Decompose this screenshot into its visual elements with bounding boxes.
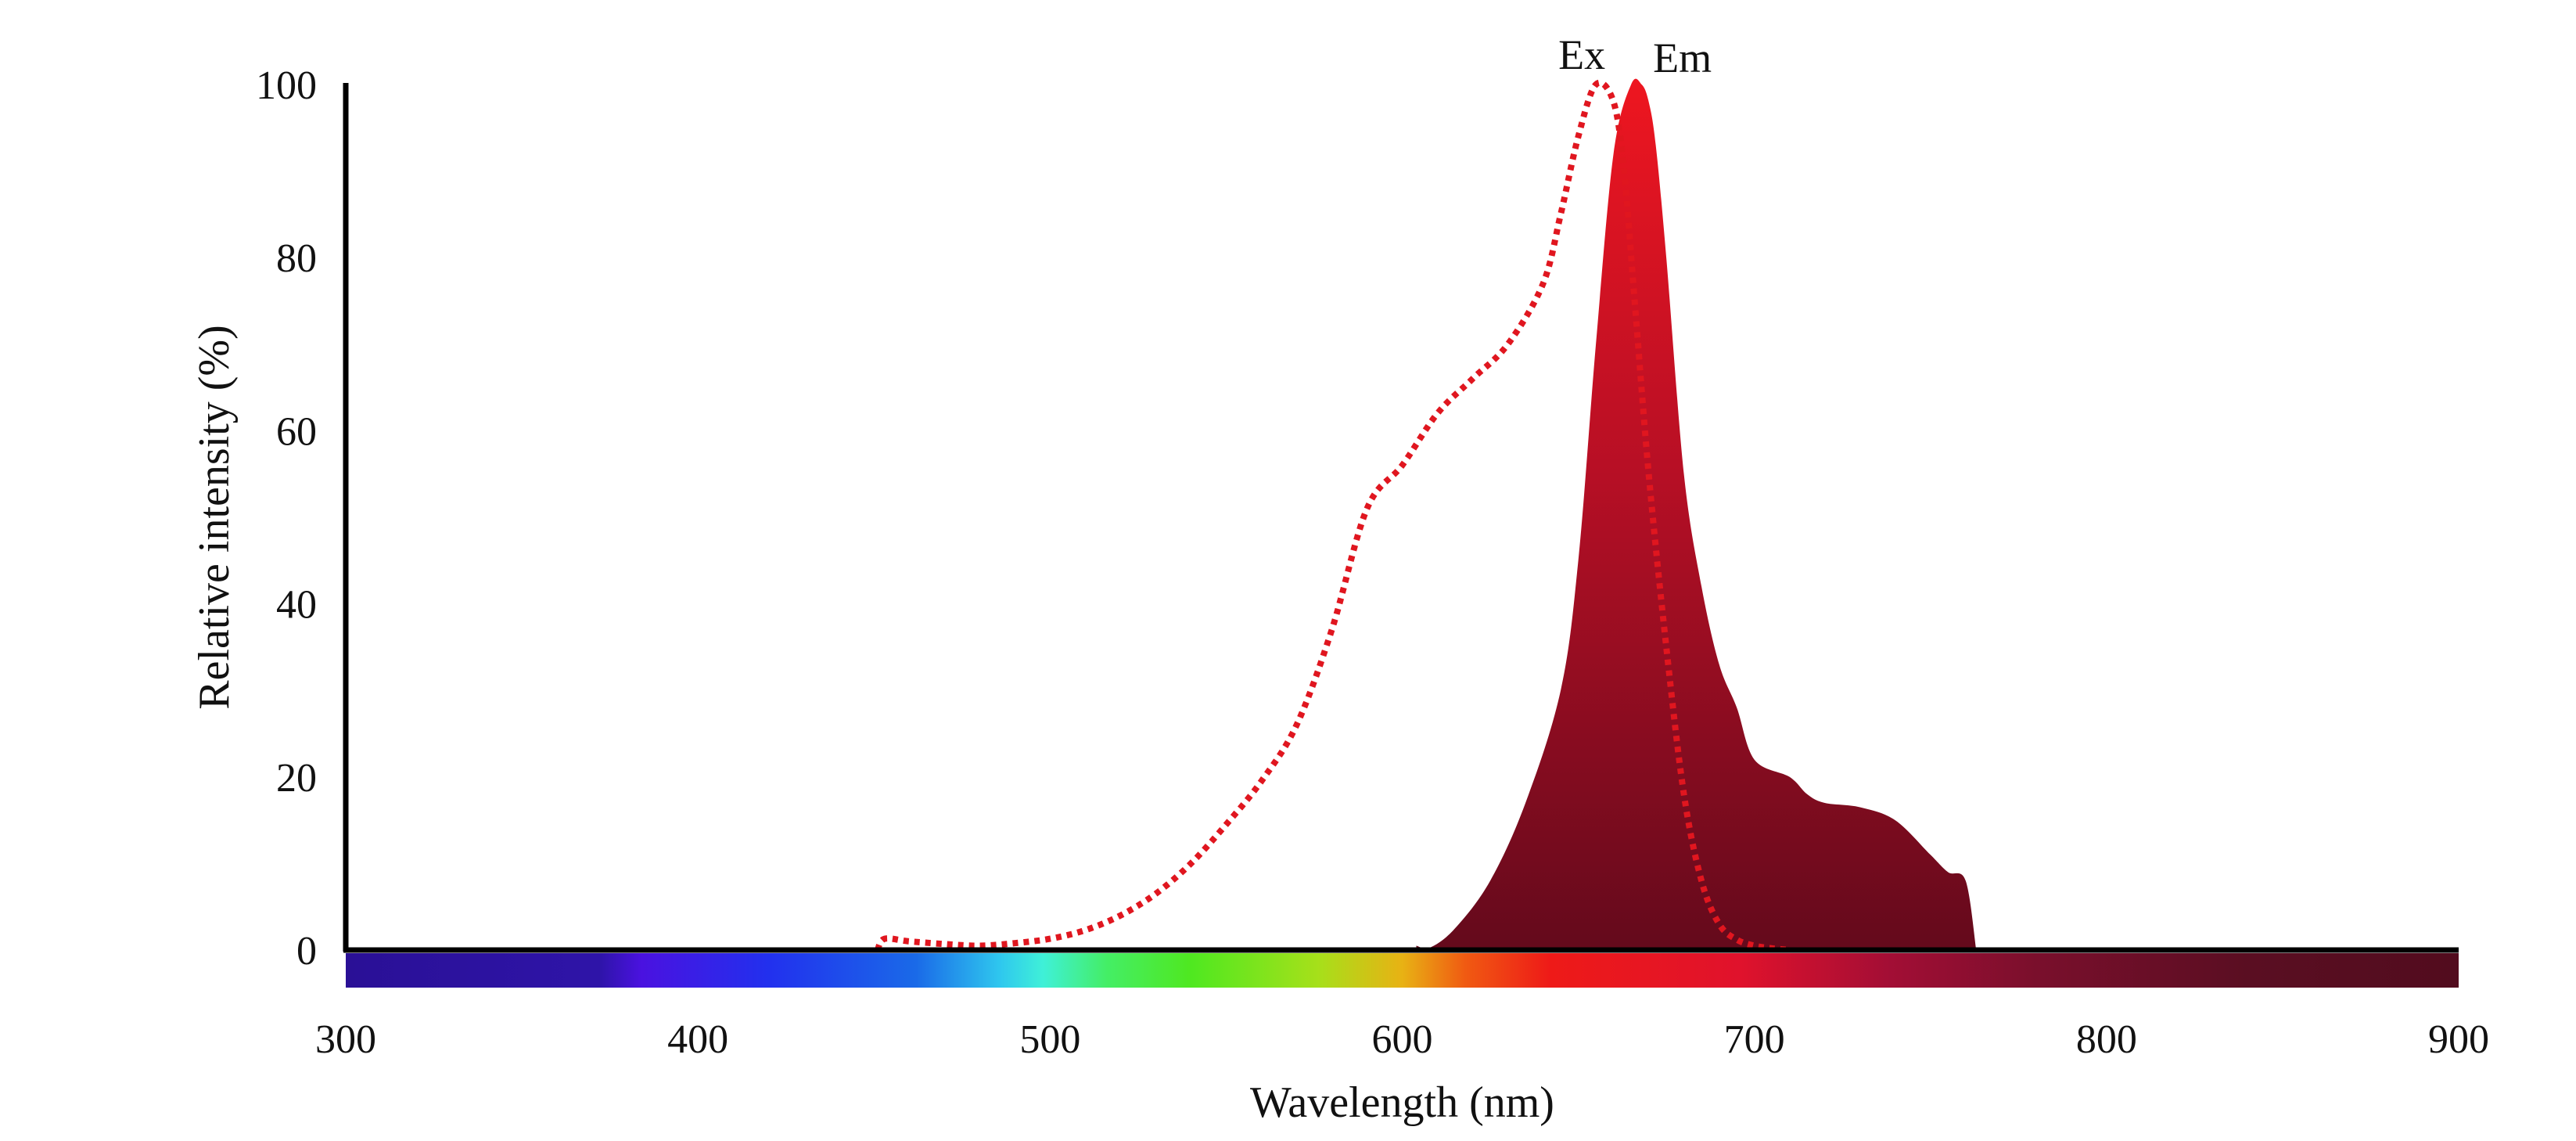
x-tick-label: 700 (1724, 1017, 1785, 1062)
x-tick-label: 400 (667, 1017, 728, 1062)
x-axis-tick-labels: 300 400 500 600 700 800 900 (315, 1017, 2489, 1062)
x-tick-label: 500 (1019, 1017, 1080, 1062)
plot-area (875, 78, 1977, 953)
series-label-em: Em (1653, 34, 1712, 81)
series-label-ex: Ex (1558, 31, 1605, 78)
y-tick-label: 0 (296, 929, 317, 974)
x-tick-label: 600 (1372, 1017, 1433, 1062)
emission-spectrum-area (1416, 78, 1977, 950)
x-axis-title: Wavelength (nm) (1250, 1078, 1554, 1127)
y-axis-tick-labels: 0 20 40 60 80 100 (256, 63, 317, 974)
y-tick-label: 80 (276, 236, 317, 281)
x-tick-label: 900 (2428, 1017, 2489, 1062)
y-tick-label: 40 (276, 583, 317, 628)
y-tick-label: 60 (276, 409, 317, 454)
excitation-spectrum-line (875, 79, 1791, 953)
x-tick-label: 300 (315, 1017, 376, 1062)
x-tick-label: 800 (2076, 1017, 2137, 1062)
y-axis-title: Relative intensity (%) (190, 325, 239, 709)
y-tick-label: 100 (256, 63, 317, 108)
wavelength-spectrum-bar (346, 953, 2459, 988)
y-tick-label: 20 (276, 756, 317, 801)
